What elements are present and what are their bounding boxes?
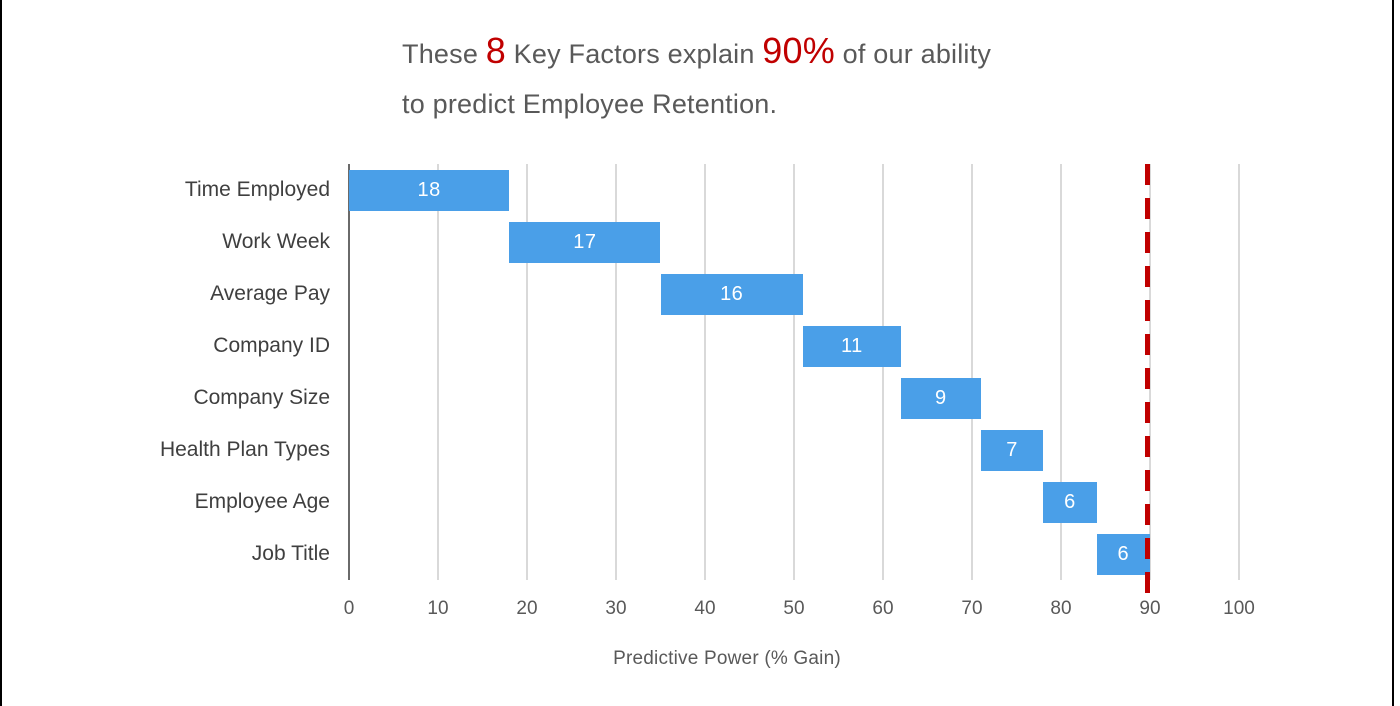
x-tick-label-20: 20	[516, 598, 538, 619]
category-label: Company Size	[193, 386, 330, 409]
reference-line-90	[1145, 164, 1150, 597]
slide-right-border	[1392, 0, 1394, 706]
title-text-1: These	[402, 39, 486, 69]
gridline-30	[615, 164, 617, 580]
gridline-10	[437, 164, 439, 580]
x-tick-label-80: 80	[1050, 598, 1072, 619]
bar-value-label: 16	[720, 282, 744, 305]
bar-value-label: 9	[935, 386, 947, 409]
gridline-90	[1149, 164, 1151, 580]
title-text-2: Key Factors explain	[505, 39, 763, 69]
chart-title-line2: to predict Employee Retention.	[402, 89, 778, 119]
waterfall-bar: 7	[980, 429, 1044, 471]
waterfall-bar: 18	[349, 169, 510, 211]
bar-value-label: 17	[573, 230, 597, 253]
category-label: Health Plan Types	[159, 438, 330, 461]
title-text-3: of our ability	[834, 39, 992, 69]
chart-title-line1: These 8 Key Factors explain 90% of our a…	[402, 26, 991, 79]
waterfall-bar: 11	[802, 325, 901, 367]
bar-value-label: 11	[840, 334, 863, 357]
x-tick-label-70: 70	[961, 598, 983, 619]
category-label: Work Week	[222, 230, 330, 253]
chart-title: These 8 Key Factors explain 90% of our a…	[402, 26, 991, 129]
category-label: Employee Age	[194, 490, 330, 513]
bar-value-label: 7	[1006, 438, 1018, 461]
gridline-50	[793, 164, 795, 580]
waterfall-bar: 16	[660, 273, 803, 315]
x-axis-title: Predictive Power (% Gain)	[613, 648, 841, 669]
y-axis-line	[347, 164, 350, 580]
category-label: Company ID	[213, 334, 330, 357]
gridline-80	[1060, 164, 1062, 580]
x-tick-label-50: 50	[783, 598, 805, 619]
x-tick-label-30: 30	[605, 598, 627, 619]
slide-left-border	[0, 0, 2, 706]
waterfall-bar: 6	[1043, 481, 1097, 523]
gridline-60	[882, 164, 884, 580]
x-tick-label-0: 0	[343, 598, 355, 619]
waterfall-bar: 17	[509, 221, 661, 263]
category-label: Job Title	[251, 542, 330, 565]
gridline-70	[971, 164, 973, 580]
x-tick-label-100: 100	[1223, 598, 1255, 619]
x-tick-label-10: 10	[427, 598, 449, 619]
gridline-40	[704, 164, 706, 580]
waterfall-bar: 6	[1096, 533, 1150, 575]
title-accent-percent: 90%	[762, 30, 835, 71]
x-tick-label-90: 90	[1139, 598, 1161, 619]
bar-value-label: 6	[1117, 542, 1130, 565]
category-label: Time Employed	[184, 178, 330, 201]
x-tick-label-40: 40	[694, 598, 716, 619]
bar-value-label: 18	[417, 178, 441, 201]
waterfall-bar: 9	[900, 377, 981, 419]
category-label: Average Pay	[210, 282, 330, 305]
x-tick-label-60: 60	[872, 598, 894, 619]
title-accent-count: 8	[485, 30, 506, 71]
bar-value-label: 6	[1064, 490, 1076, 513]
gridline-20	[526, 164, 528, 580]
gridline-100	[1238, 164, 1240, 580]
